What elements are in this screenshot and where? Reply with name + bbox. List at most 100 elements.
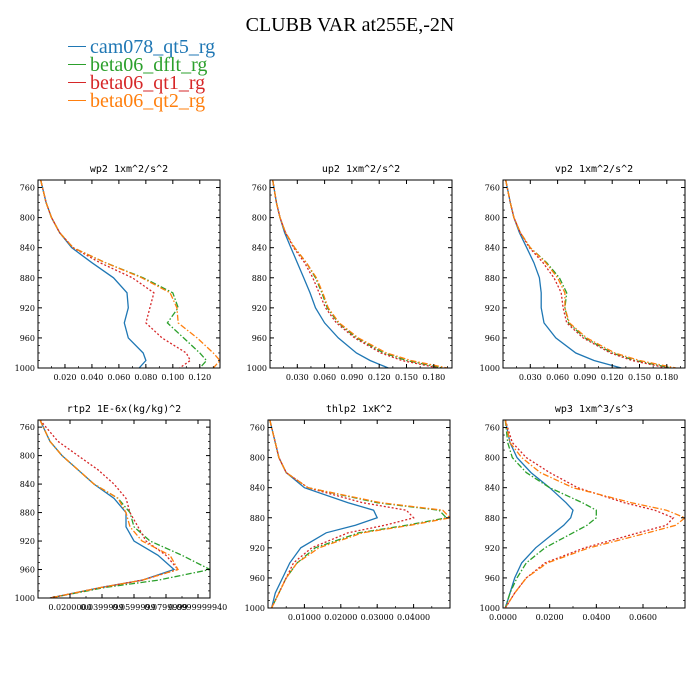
y-tick-label: 1000	[480, 364, 500, 373]
y-tick-label: 920	[485, 544, 500, 553]
series-line	[269, 420, 450, 608]
legend-item: beta06_qt2_rg	[68, 90, 215, 112]
legend-label: beta06_qt1_rg	[90, 72, 206, 94]
y-tick-label: 760	[485, 424, 500, 433]
series-line	[40, 180, 208, 368]
series-line	[505, 180, 677, 368]
series-line	[272, 180, 439, 368]
series-line	[504, 420, 597, 608]
plot-frame	[502, 419, 686, 609]
plot-frame	[502, 179, 686, 369]
legend-swatch	[68, 99, 86, 101]
y-tick-label: 800	[250, 454, 265, 463]
y-tick-label: 800	[20, 214, 35, 223]
series-line	[272, 180, 448, 368]
plot-frame	[267, 419, 451, 609]
y-tick-label: 880	[250, 514, 265, 523]
y-tick-label: 840	[485, 244, 500, 253]
x-tick-label: 0.0799999	[144, 603, 187, 612]
chart-panel: thlp2 1xK^2 760 800 840 880 920 960 1000 0.01000…	[245, 404, 451, 622]
x-tick-label: 0.0599999	[112, 603, 155, 612]
series-line	[269, 420, 415, 608]
y-tick-label: 840	[250, 484, 265, 493]
y-tick-label: 920	[20, 537, 35, 546]
plot-frame	[269, 179, 453, 369]
y-tick-label: 800	[252, 214, 267, 223]
chart-panel: wp2 1xm^2/s^2 760 800 840 880 920 960 1000 0.020…	[15, 164, 221, 382]
y-tick-label: 760	[252, 184, 267, 193]
x-tick-label: 0.060	[313, 373, 336, 382]
x-tick-label: 0.020	[54, 373, 77, 382]
series-line	[40, 180, 220, 368]
panel-title: wp3 1xm^3/s^3	[555, 404, 633, 415]
panel-title: thlp2 1xK^2	[326, 404, 392, 415]
y-tick-label: 920	[485, 304, 500, 313]
y-tick-label: 1000	[247, 364, 267, 373]
series-line	[505, 180, 672, 368]
legend-item: cam078_qt5_rg	[68, 36, 216, 58]
series-line	[39, 420, 210, 598]
panel-title: vp2 1xm^2/s^2	[555, 164, 633, 175]
y-tick-label: 920	[252, 304, 267, 313]
y-tick-label: 960	[485, 334, 500, 343]
chart-panel: wp3 1xm^3/s^3 760 800 840 880 920 960 10000.000…	[480, 404, 686, 622]
y-tick-label: 840	[485, 484, 500, 493]
legend-swatch	[68, 63, 86, 65]
x-tick-label: 0.150	[395, 373, 418, 382]
x-tick-label: 0.0999999940	[169, 603, 228, 612]
legend-label: beta06_qt2_rg	[90, 90, 206, 112]
y-tick-label: 840	[252, 244, 267, 253]
y-tick-label: 960	[485, 574, 500, 583]
x-tick-label: 0.0400	[582, 613, 610, 622]
y-tick-label: 880	[20, 509, 35, 518]
x-tick-label: 0.180	[422, 373, 445, 382]
chart-panel: up2 1xm^2/s^2 760 800 840 880 920 960 1000 0.030…	[247, 164, 453, 382]
series-line	[272, 180, 444, 368]
x-tick-label: 0.0200000	[48, 603, 91, 612]
panel-title: wp2 1xm^2/s^2	[90, 164, 168, 175]
y-tick-label: 760	[20, 423, 35, 432]
x-tick-label: 0.0000	[489, 613, 517, 622]
y-tick-label: 840	[20, 480, 35, 489]
legend: cam078_qt5_rg beta06_dflt_rg beta06_qt1_rg…	[68, 36, 216, 112]
x-tick-label: 0.03000	[361, 613, 394, 622]
legend-item: beta06_qt1_rg	[68, 72, 215, 94]
y-tick-label: 800	[485, 214, 500, 223]
y-tick-label: 840	[20, 244, 35, 253]
plot-frame	[37, 179, 221, 369]
y-tick-label: 880	[485, 514, 500, 523]
series-line	[39, 420, 179, 598]
legend-swatch	[68, 45, 86, 47]
y-tick-label: 800	[20, 452, 35, 461]
x-tick-label: 0.120	[601, 373, 624, 382]
x-tick-label: 0.01000	[288, 613, 321, 622]
y-tick-label: 960	[252, 334, 267, 343]
series-line	[504, 420, 675, 608]
x-tick-label: 0.040	[80, 373, 103, 382]
chart-panel: vp2 1xm^2/s^2 760 800 840 880 920 960 1000 0.030…	[480, 164, 686, 382]
series-line	[40, 180, 192, 368]
legend-swatch	[68, 81, 86, 83]
y-tick-label: 920	[250, 544, 265, 553]
y-tick-label: 800	[485, 454, 500, 463]
x-tick-label: 0.0200	[536, 613, 564, 622]
legend-label: cam078_qt5_rg	[90, 36, 216, 58]
y-tick-label: 920	[20, 304, 35, 313]
legend-label: beta06_dflt_rg	[90, 54, 208, 76]
x-tick-label: 0.180	[655, 373, 678, 382]
y-tick-label: 760	[20, 184, 35, 193]
x-tick-label: 0.080	[134, 373, 157, 382]
series-line	[504, 420, 685, 608]
y-tick-label: 760	[250, 424, 265, 433]
series-line	[505, 180, 622, 368]
y-tick-label: 960	[20, 334, 35, 343]
x-tick-label: 0.100	[161, 373, 184, 382]
page-title: CLUBB VAR at255E,-2N	[245, 14, 455, 36]
x-tick-label: 0.120	[188, 373, 211, 382]
y-tick-label: 1000	[15, 364, 35, 373]
x-tick-label: 0.090	[573, 373, 596, 382]
y-tick-label: 880	[20, 274, 35, 283]
x-tick-label: 0.04000	[397, 613, 430, 622]
y-tick-label: 960	[20, 566, 35, 575]
